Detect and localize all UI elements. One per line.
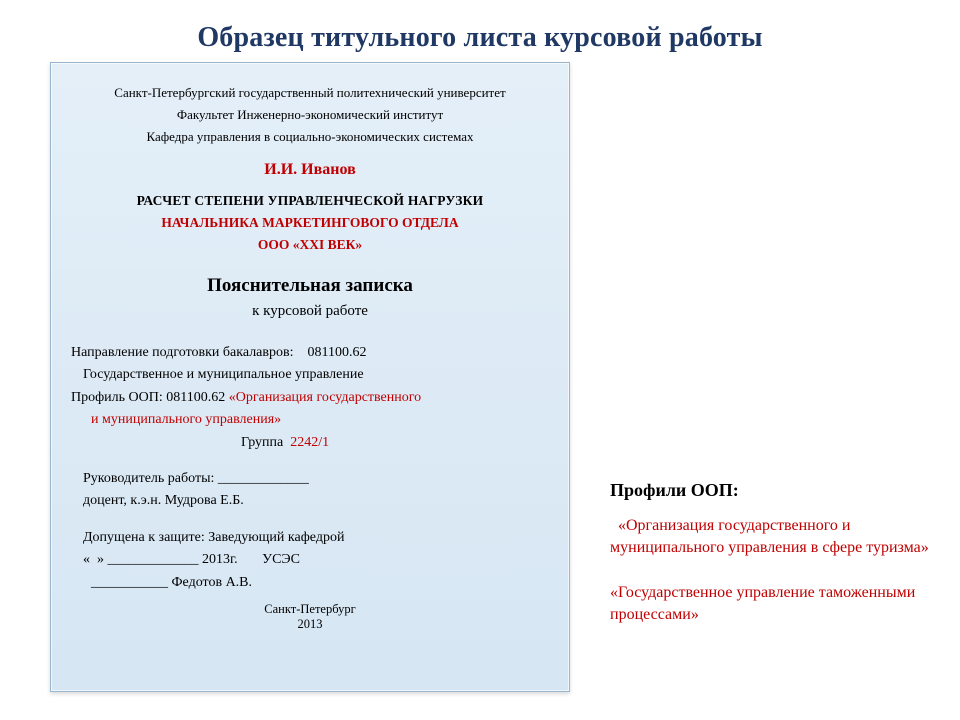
university-line: Санкт-Петербургский государственный поли… bbox=[69, 85, 551, 101]
footer-year: 2013 bbox=[69, 617, 551, 632]
side-item-1-text: «Организация государственного и муниципа… bbox=[610, 517, 929, 556]
profile-line1: Профиль ООП: 081100.62 «Организация госу… bbox=[71, 387, 551, 409]
faculty-line: Факультет Инженерно-экономический инстит… bbox=[69, 107, 551, 123]
footer-city: Санкт-Петербург bbox=[69, 602, 551, 617]
side-item-1: «Организация государственного и муниципа… bbox=[610, 515, 930, 558]
title-page-sheet: Санкт-Петербургский государственный поли… bbox=[50, 62, 570, 692]
sign-line: ___________ Федотов А.В. bbox=[71, 572, 551, 594]
profile-red-part1: «Организация государственного bbox=[229, 390, 421, 405]
side-title: Профили ООП: bbox=[610, 480, 930, 501]
details-block: Направление подготовки бакалавров: 08110… bbox=[69, 342, 551, 594]
direction-name-line: Государственное и муниципальное управлен… bbox=[71, 364, 551, 386]
direction-code-line: Направление подготовки бакалавров: 08110… bbox=[71, 342, 551, 364]
group-line: Группа 2242/1 bbox=[71, 432, 551, 454]
profile-prefix: Профиль ООП: 081100.62 bbox=[71, 390, 229, 405]
supervisor-name: доцент, к.э.н. Мудрова Е.Б. bbox=[71, 490, 551, 512]
department-line: Кафедра управления в социально-экономиче… bbox=[69, 129, 551, 145]
author-name: И.И. Иванов bbox=[69, 161, 551, 179]
page-title: Образец титульного листа курсовой работы bbox=[0, 0, 960, 62]
doc-title-line1: РАСЧЕТ СТЕПЕНИ УПРАВЛЕНЧЕСКОЙ НАГРУЗКИ bbox=[69, 193, 551, 209]
doc-title-line3: ООО «XXI ВЕК» bbox=[69, 237, 551, 253]
explanatory-note-title: Пояснительная записка bbox=[69, 275, 551, 297]
profile-line2: и муниципального управления» bbox=[71, 409, 551, 431]
doc-title-line2: НАЧАЛЬНИКА МАРКЕТИНГОВОГО ОТДЕЛА bbox=[69, 215, 551, 231]
side-panel: Профили ООП: «Организация государственно… bbox=[610, 480, 930, 649]
group-value: 2242/1 bbox=[290, 435, 329, 450]
admitted-line: Допущена к защите: Заведующий кафедрой bbox=[71, 527, 551, 549]
to-course-work: к курсовой работе bbox=[69, 303, 551, 320]
group-label: Группа bbox=[241, 435, 290, 450]
supervisor-label: Руководитель работы: _____________ bbox=[71, 468, 551, 490]
date-line: « » _____________ 2013г. УСЭС bbox=[71, 549, 551, 571]
side-item-2: «Государственное управление таможенными … bbox=[610, 582, 930, 625]
